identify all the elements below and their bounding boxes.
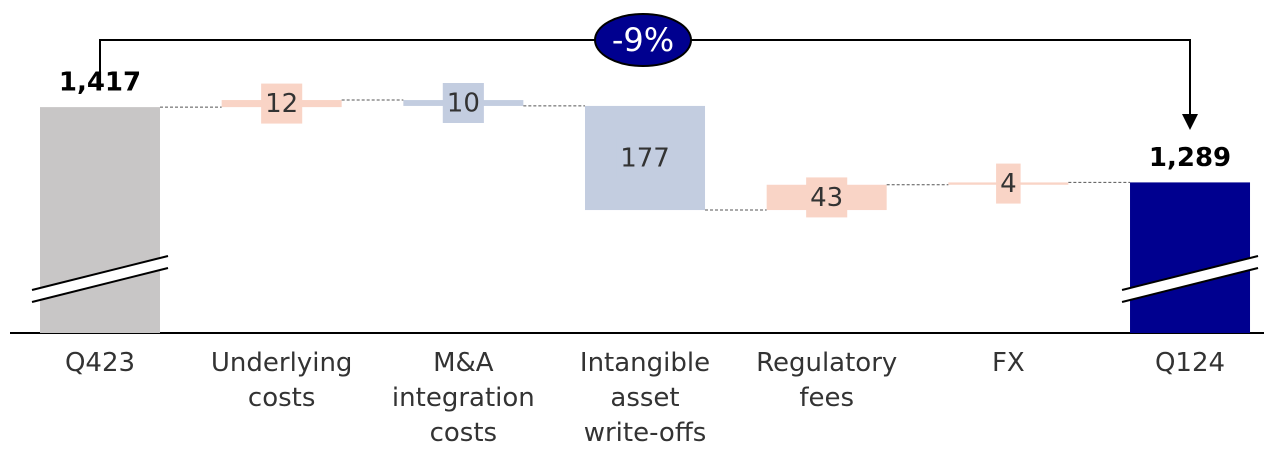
value-label: 43	[810, 183, 843, 213]
x-tick-label: FX	[992, 348, 1025, 378]
arrow-head	[1182, 114, 1198, 130]
bar	[40, 107, 160, 333]
value-label: 177	[620, 143, 670, 173]
x-tick-label: Q124	[1155, 348, 1225, 378]
x-tick-label: M&A integration costs	[392, 348, 535, 448]
label-background	[442, 82, 484, 123]
x-tick-label: Regulatory fees	[756, 348, 897, 413]
value-label: 10	[447, 88, 480, 118]
axis-break-line	[1121, 267, 1259, 303]
axis-break	[32, 256, 168, 302]
label-background	[261, 83, 303, 124]
value-label: 12	[265, 89, 298, 119]
axis-break-line	[31, 255, 169, 291]
x-tick-label: Underlying costs	[211, 348, 353, 413]
annotation: -9%	[612, 21, 674, 59]
axis-break-line	[1121, 255, 1259, 291]
x-tick-label: Q423	[65, 348, 135, 378]
annotation-badge	[594, 13, 692, 67]
axis-break	[1122, 256, 1259, 302]
total-label: 1,417	[59, 68, 141, 98]
total-label: 1,289	[1149, 143, 1231, 173]
label-background	[996, 163, 1021, 204]
label-background	[806, 177, 848, 218]
x-tick-label: Intangible asset write-offs	[580, 348, 710, 448]
value-label: 4	[1000, 169, 1017, 199]
label-background	[616, 137, 674, 178]
axis-break-line	[31, 267, 169, 303]
bar	[1130, 182, 1251, 333]
